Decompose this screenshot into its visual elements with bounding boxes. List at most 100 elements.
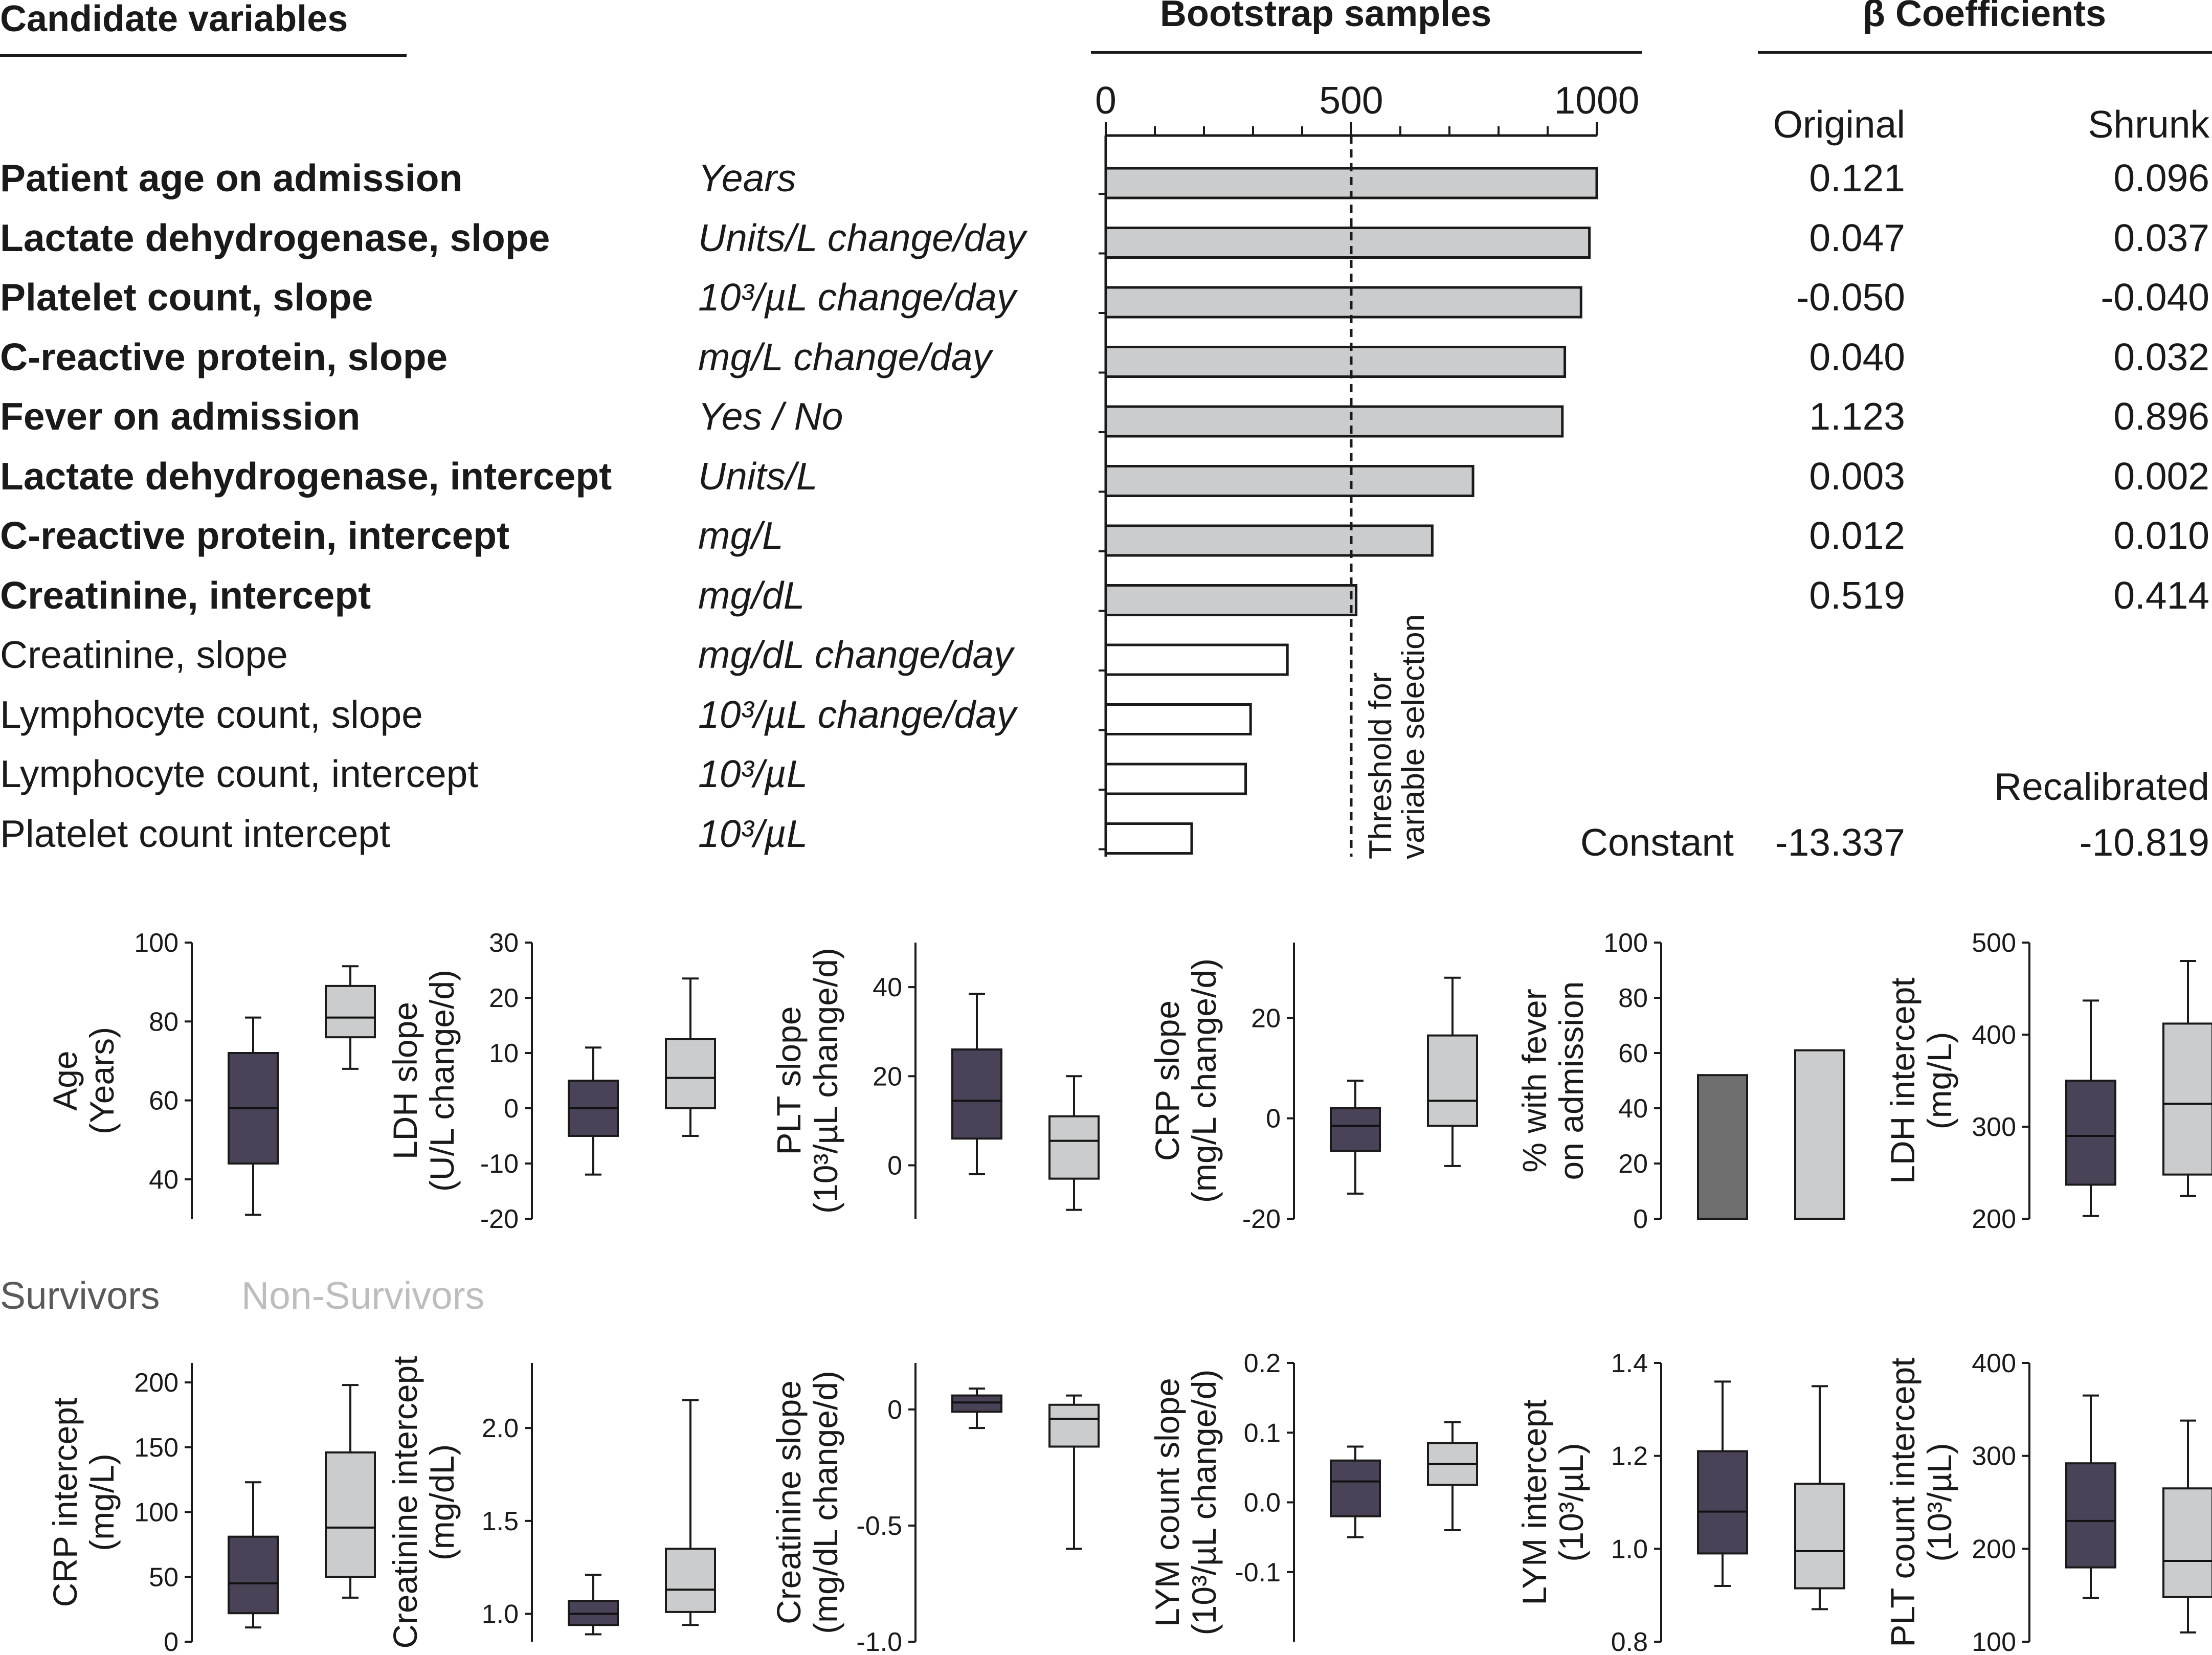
panel-y-tick-label: 300 bbox=[1972, 1442, 2016, 1471]
panel-y-label: LYM count slope(10³/µL change/d) bbox=[1148, 1370, 1223, 1636]
panel-y-label-line2: (10³/µL) bbox=[1920, 1443, 1958, 1561]
panel-y-tick-label: 100 bbox=[134, 928, 178, 958]
box-survivors bbox=[2065, 1394, 2116, 1599]
recalibrated-column-header: Recalibrated bbox=[1994, 765, 2209, 808]
panel-plt-count-intercept: 100 200 300 400 PLT count intercept(10³/µL) bbox=[1884, 1349, 2212, 1655]
panel-y-tick-label: 80 bbox=[149, 1007, 178, 1037]
panel-creatinine-slope: -1.0 -0.5 0 Creatinine slope(mg/dL change/d… bbox=[770, 1363, 1100, 1655]
panel-y-tick-label: 100 bbox=[134, 1498, 178, 1528]
box-iqr bbox=[228, 1535, 279, 1615]
box-survivors bbox=[1330, 1445, 1381, 1538]
panel-y-label-line1: CRP slope bbox=[1148, 1000, 1186, 1161]
panel-y-label-line2: (mg/L change/d) bbox=[1185, 958, 1223, 1203]
box-iqr bbox=[1048, 1403, 1100, 1448]
panel-y-tick-label: -20 bbox=[1242, 1204, 1281, 1234]
variable-unit: Years bbox=[698, 156, 796, 199]
original-coefficient: 0.519 bbox=[1809, 573, 1905, 617]
box-iqr bbox=[1697, 1450, 1748, 1555]
x-tick-label: 500 bbox=[1319, 79, 1383, 122]
panel-y-label-line2: (10³/µL) bbox=[1552, 1443, 1590, 1561]
panel-y-tick-label: 200 bbox=[134, 1368, 178, 1398]
fever-bar-survivors bbox=[1697, 1074, 1748, 1220]
panel-y-label-line2: (mg/dL change/d) bbox=[807, 1371, 844, 1634]
box-iqr bbox=[1330, 1107, 1381, 1152]
box-iqr bbox=[2162, 1487, 2212, 1598]
threshold-label-line1: Threshold for bbox=[1363, 673, 1398, 859]
panel-y-tick-label: 20 bbox=[1251, 1003, 1281, 1033]
panel-y-label-line1: Creatinine slope bbox=[770, 1380, 808, 1624]
shrunk-coefficient: -0.040 bbox=[2101, 276, 2209, 319]
panel-ldh-intercept: 200 300 400 500 LDH intercept(mg/L) bbox=[1884, 928, 2212, 1234]
box-iqr bbox=[1330, 1459, 1381, 1517]
original-coefficient: 1.123 bbox=[1809, 395, 1905, 438]
variable-name: Platelet count intercept bbox=[0, 812, 390, 855]
shrunk-coefficient: 0.096 bbox=[2113, 156, 2209, 199]
panel-y-label-line2: on admission bbox=[1552, 981, 1590, 1180]
box-survivors bbox=[568, 1574, 619, 1636]
panel-y-tick-label: -0.5 bbox=[856, 1511, 902, 1541]
panel-y-tick-label: 0.1 bbox=[1244, 1418, 1281, 1448]
box-non-survivors bbox=[665, 1399, 716, 1626]
box-iqr bbox=[1048, 1115, 1100, 1180]
variable-unit: 10³/µL bbox=[698, 812, 808, 855]
variable-row: Fever on admission Yes / No bbox=[0, 394, 1094, 454]
panel-y-tick-label: 400 bbox=[1972, 1020, 2016, 1050]
variable-unit: Units/L change/day bbox=[698, 216, 1026, 259]
shrunk-coefficient: 0.032 bbox=[2113, 335, 2209, 378]
bootstrap-bar-lymphocyte-count-slope bbox=[1104, 703, 1252, 735]
variable-name: Platelet count, slope bbox=[0, 276, 373, 319]
panel-y-tick-label: -1.0 bbox=[856, 1627, 902, 1655]
panel-y-tick-label: 0.8 bbox=[1611, 1627, 1648, 1655]
bootstrap-title-rule bbox=[1091, 51, 1642, 54]
panel-y-tick-label: 0 bbox=[887, 1151, 902, 1180]
constant-label: Constant bbox=[1580, 821, 1734, 864]
bootstrap-samples-title: Bootstrap samples bbox=[1160, 0, 1492, 34]
bootstrap-bar-lactate-dehydrogenase-intercept bbox=[1104, 465, 1474, 497]
panel-y-label: Creatinine intercept(mg/dL) bbox=[386, 1356, 461, 1648]
box-iqr bbox=[325, 1451, 376, 1578]
shrunk-coefficient: 0.414 bbox=[2113, 573, 2209, 617]
bootstrap-bar-platelet-count-intercept bbox=[1104, 822, 1193, 855]
variable-unit: mg/L bbox=[698, 514, 784, 557]
panel-y-tick-label: 0 bbox=[1633, 1204, 1648, 1234]
box-non-survivors bbox=[2162, 960, 2212, 1197]
variable-row: Lactate dehydrogenase, intercept Units/L bbox=[0, 454, 1094, 513]
panel-y-tick-label: 40 bbox=[1618, 1094, 1648, 1124]
variable-unit: 10³/µL change/day bbox=[698, 276, 1016, 319]
panel-y-tick-label: 0.0 bbox=[1244, 1488, 1281, 1518]
original-coefficient: 0.121 bbox=[1809, 156, 1905, 199]
panel-y-tick-label: 1.2 bbox=[1611, 1442, 1648, 1471]
box-survivors bbox=[951, 1387, 1002, 1429]
variable-unit: 10³/µL bbox=[698, 752, 808, 795]
panel-y-label-line2: (mg/dL) bbox=[423, 1444, 461, 1560]
panel-y-tick-label: 50 bbox=[149, 1562, 178, 1592]
variable-row: Creatinine, slope mg/dL change/day bbox=[0, 633, 1094, 692]
panel-y-tick-label: 1.5 bbox=[482, 1507, 519, 1536]
panel-y-tick-label: 100 bbox=[1972, 1627, 2016, 1655]
box-non-survivors bbox=[1427, 1421, 1478, 1531]
variable-row: Lymphocyte count, intercept 10³/µL bbox=[0, 752, 1094, 811]
box-iqr bbox=[2065, 1080, 2116, 1186]
panel-y-label-line1: CRP intercept bbox=[46, 1398, 84, 1607]
variable-unit: 10³/µL change/day bbox=[698, 692, 1016, 736]
panel-y-label-line1: PLT slope bbox=[770, 1006, 808, 1155]
box-survivors bbox=[951, 993, 1002, 1175]
panel-y-tick-label: 1.0 bbox=[1611, 1534, 1648, 1564]
box-iqr bbox=[951, 1394, 1002, 1413]
panel-y-label: Creatinine slope(mg/dL change/d) bbox=[770, 1371, 844, 1634]
panel-lym-intercept: 0.8 1.0 1.2 1.4 LYM intercept(10³/µL) bbox=[1515, 1349, 1845, 1655]
panel-y-tick-label: 60 bbox=[149, 1086, 178, 1116]
box-non-survivors bbox=[665, 977, 716, 1137]
shrunk-column-header: Shrunk bbox=[2088, 103, 2209, 146]
variable-name: Lymphocyte count, intercept bbox=[0, 752, 479, 795]
beta-coefficients-title: β Coefficients bbox=[1863, 0, 2107, 34]
bootstrap-bar-creatinine-slope bbox=[1104, 643, 1289, 676]
panel-y-label-line2: (U/L change/d) bbox=[423, 970, 461, 1192]
panel-y-tick-label: 10 bbox=[489, 1039, 519, 1068]
panel-y-label-line1: LDH slope bbox=[386, 1002, 424, 1159]
variable-name: C-reactive protein, slope bbox=[0, 335, 448, 378]
box-iqr bbox=[1794, 1483, 1845, 1590]
box-non-survivors bbox=[325, 965, 376, 1070]
